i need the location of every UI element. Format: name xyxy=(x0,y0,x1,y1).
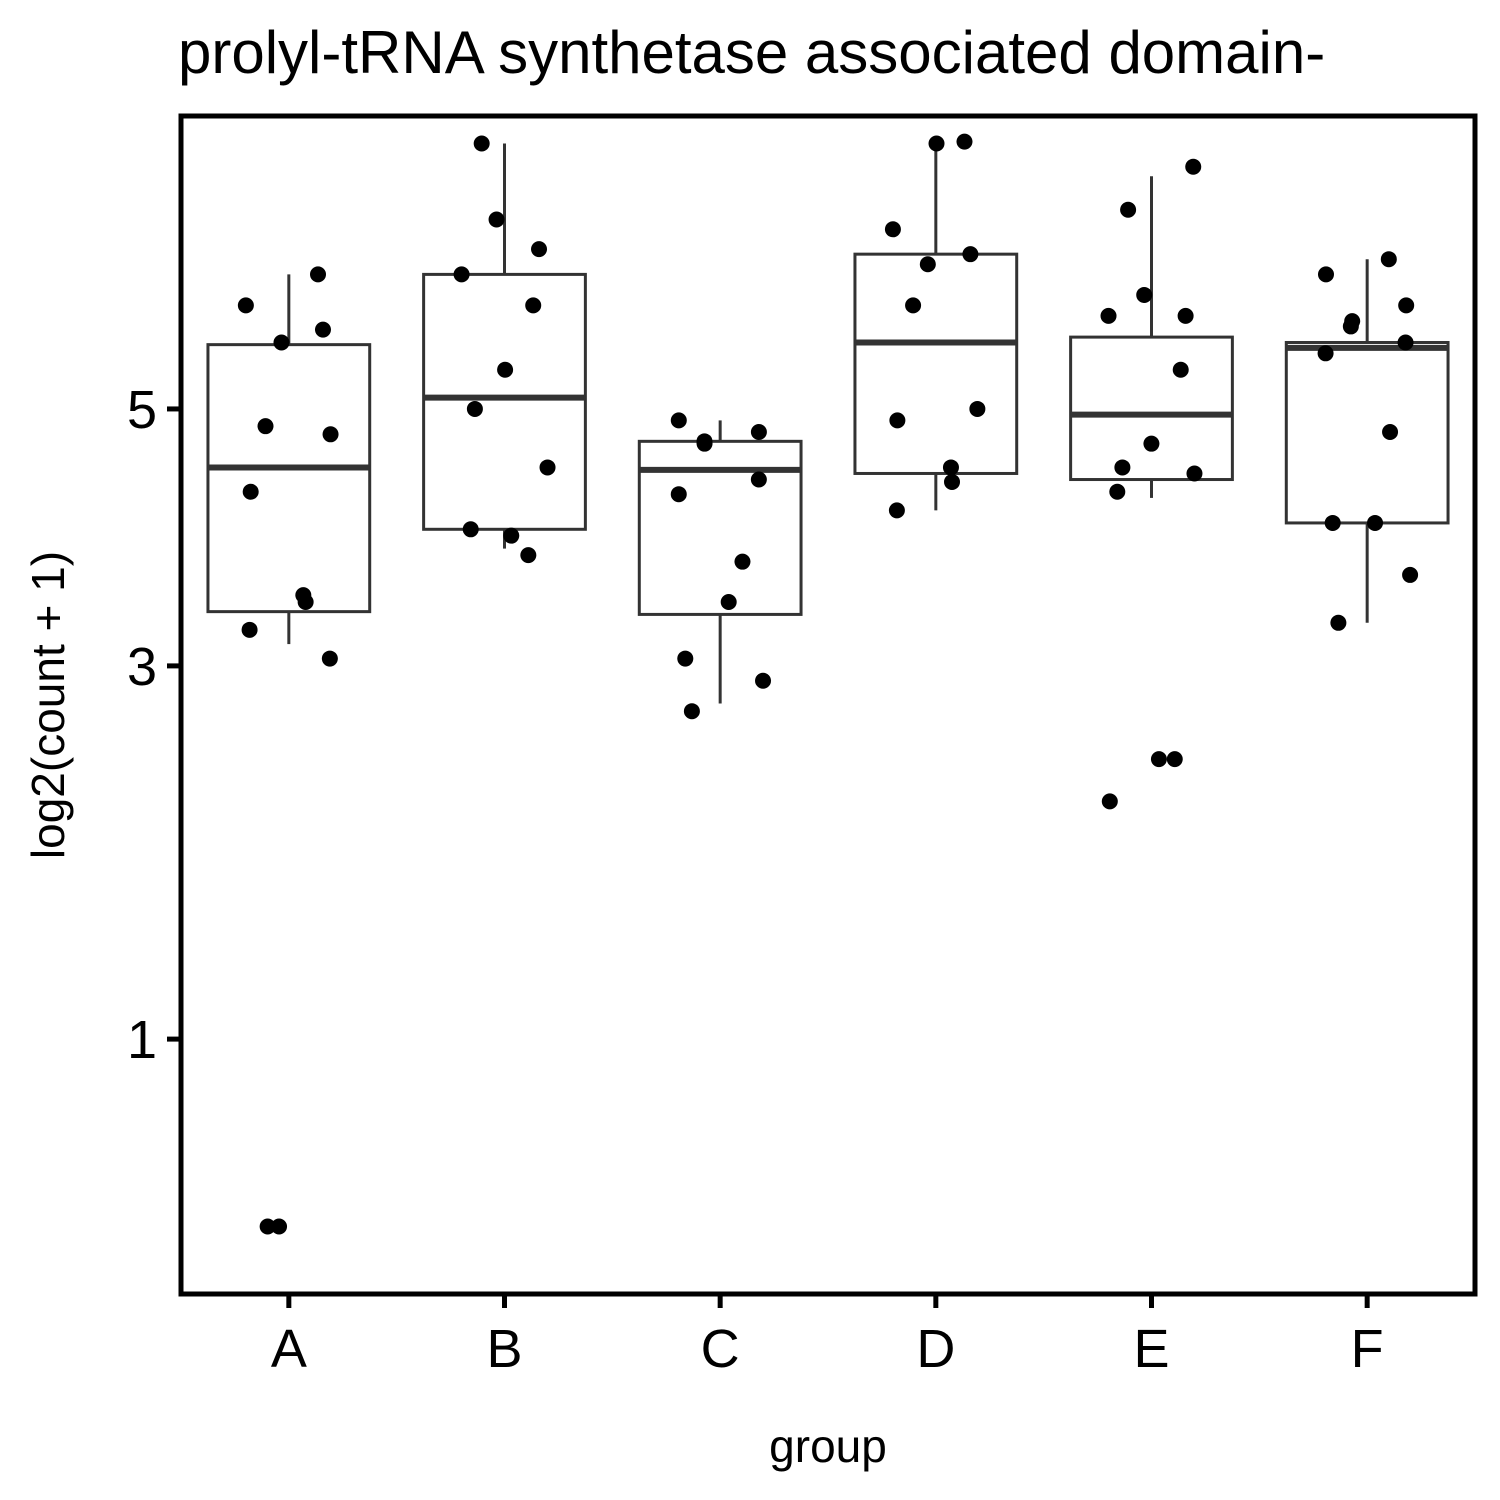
y-axis-label: log2(count + 1) xyxy=(22,551,74,859)
data-point xyxy=(962,246,979,263)
data-point xyxy=(539,459,556,476)
data-point xyxy=(888,502,905,519)
x-tick-label: D xyxy=(916,1319,955,1379)
data-point xyxy=(889,412,906,429)
data-point xyxy=(237,297,254,314)
data-point xyxy=(1109,483,1126,500)
data-point xyxy=(1324,514,1341,531)
data-point xyxy=(242,483,259,500)
data-point xyxy=(1397,334,1414,351)
data-point xyxy=(942,459,959,476)
data-point xyxy=(677,650,694,667)
data-point xyxy=(473,135,490,152)
data-point xyxy=(488,211,505,228)
data-point xyxy=(1114,459,1131,476)
data-point xyxy=(1166,751,1183,768)
x-tick-label: B xyxy=(486,1319,522,1379)
y-tick-label: 5 xyxy=(127,380,157,440)
chart-title: prolyl-tRNA synthetase associated domain… xyxy=(178,19,1325,86)
y-axis: 1 3 5 xyxy=(127,380,181,1070)
data-point xyxy=(321,650,338,667)
data-point xyxy=(1143,435,1160,452)
data-point xyxy=(884,221,901,238)
data-point xyxy=(314,321,331,338)
data-point xyxy=(1380,251,1397,268)
data-point xyxy=(696,435,713,452)
data-point xyxy=(462,521,479,538)
data-point xyxy=(750,471,767,488)
data-point xyxy=(322,426,339,443)
box-iqr xyxy=(1284,340,1450,525)
x-tick-label: C xyxy=(701,1319,740,1379)
data-point xyxy=(956,133,973,150)
x-axis-label: group xyxy=(769,1420,887,1472)
box-group-D xyxy=(853,143,1019,511)
x-tick-label: E xyxy=(1133,1319,1169,1379)
box-iqr xyxy=(1069,335,1234,482)
x-tick-label: A xyxy=(271,1319,307,1379)
data-point xyxy=(919,256,936,273)
data-point xyxy=(525,297,542,314)
data-point xyxy=(520,547,537,564)
data-point xyxy=(1398,297,1415,314)
plot-border xyxy=(178,113,1478,1297)
data-point xyxy=(1367,514,1384,531)
box-group-B xyxy=(422,143,587,549)
data-point xyxy=(1402,566,1419,583)
data-point xyxy=(453,266,470,283)
x-axis: A B C D E F xyxy=(271,1294,1384,1379)
data-point xyxy=(928,135,945,152)
data-point xyxy=(310,266,327,283)
data-point xyxy=(497,361,514,378)
data-point xyxy=(905,297,922,314)
data-point xyxy=(531,241,548,258)
box-iqr xyxy=(422,272,587,531)
box-iqr xyxy=(206,343,372,614)
data-point xyxy=(503,527,520,544)
data-point xyxy=(683,703,700,720)
data-point xyxy=(1100,307,1117,324)
data-point xyxy=(944,473,961,490)
data-point xyxy=(720,593,737,610)
data-point xyxy=(1330,614,1347,631)
box-group-E xyxy=(1069,176,1234,498)
box-group-C xyxy=(637,420,803,704)
data-point xyxy=(1172,361,1189,378)
y-tick-label: 3 xyxy=(127,637,157,697)
data-point xyxy=(670,412,687,429)
x-tick-label: F xyxy=(1351,1319,1384,1379)
plot-panel xyxy=(206,133,1450,1235)
data-point xyxy=(1177,307,1194,324)
data-point xyxy=(1382,423,1399,440)
data-point xyxy=(297,593,314,610)
data-point xyxy=(271,1218,288,1235)
data-point xyxy=(466,400,483,417)
data-point xyxy=(969,400,986,417)
data-point xyxy=(1186,465,1203,482)
data-point xyxy=(750,423,767,440)
data-point xyxy=(755,672,772,689)
data-point xyxy=(1317,345,1334,362)
data-point xyxy=(1150,751,1167,768)
box-group-A xyxy=(206,274,372,645)
data-point xyxy=(734,553,751,570)
data-point xyxy=(259,1218,276,1235)
data-point xyxy=(1185,158,1202,175)
data-point xyxy=(1120,201,1137,218)
data-point xyxy=(1101,793,1118,810)
data-point xyxy=(1317,266,1334,283)
data-point xyxy=(1344,313,1361,330)
data-point xyxy=(257,418,274,435)
data-point xyxy=(1136,286,1153,303)
y-tick-label: 1 xyxy=(127,1010,157,1070)
data-point xyxy=(273,334,290,351)
data-point xyxy=(670,486,687,503)
box-group-F xyxy=(1284,259,1450,623)
box-iqr xyxy=(853,252,1019,475)
data-point xyxy=(241,621,258,638)
